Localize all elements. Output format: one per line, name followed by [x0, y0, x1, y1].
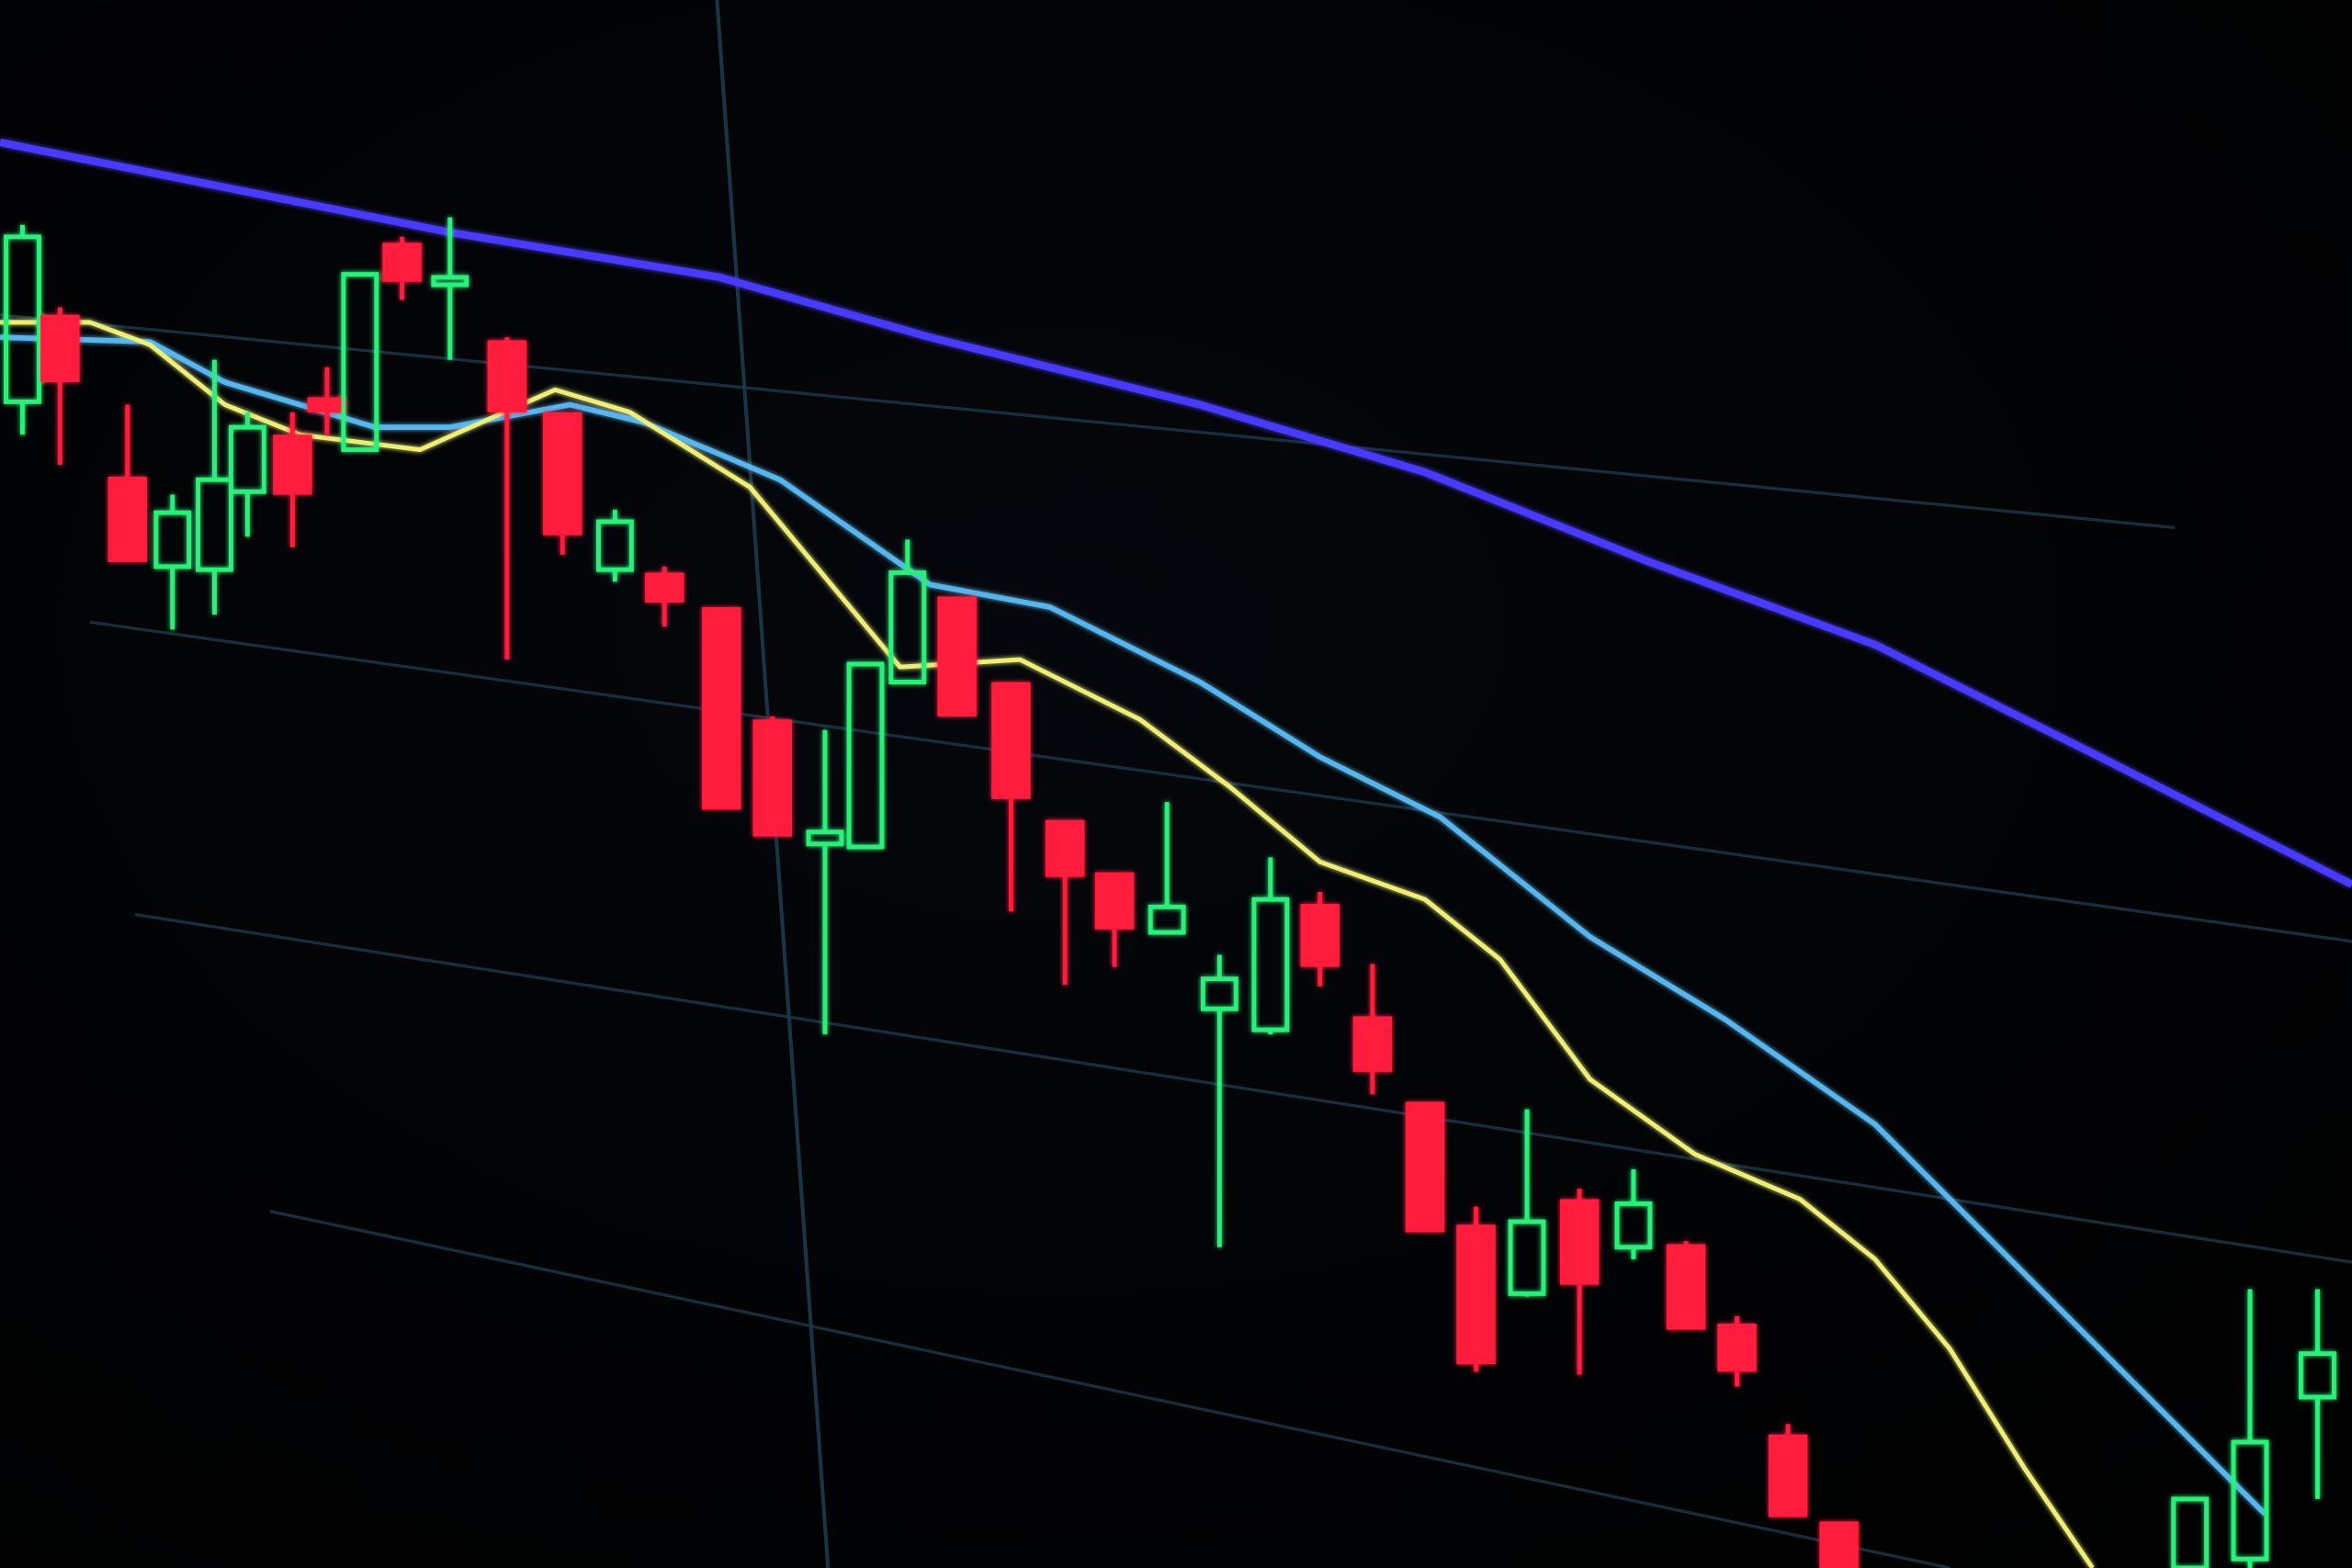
bullish-candle: [196, 359, 233, 615]
candle-body: [40, 314, 80, 383]
bullish-candle: [2231, 1289, 2269, 1568]
bullish-candle: [1508, 1109, 1546, 1297]
candle-body: [487, 340, 527, 412]
candle-body: [2171, 1496, 2210, 1568]
bullish-candle: [153, 494, 192, 630]
bullish-candle: [595, 509, 634, 582]
candle-body: [702, 606, 741, 810]
candle-body: [1045, 819, 1085, 877]
candle-body: [1200, 976, 1238, 1011]
candle-body: [341, 272, 379, 453]
candle-body: [382, 243, 422, 282]
candle-body: [806, 829, 844, 847]
bearish-candle: [1717, 1315, 1757, 1387]
candle-body: [991, 682, 1031, 799]
candle-body: [1405, 1101, 1445, 1233]
candle-body: [543, 412, 582, 536]
candles: [4, 217, 2336, 1568]
bearish-candle: [1819, 1521, 1859, 1568]
fast-average-line: [0, 320, 2095, 1568]
bearish-candle: [1456, 1206, 1496, 1372]
candle-body: [431, 275, 469, 288]
candle-body: [4, 234, 41, 404]
candle-body: [2231, 1439, 2269, 1562]
bullish-candle: [888, 539, 927, 684]
bullish-candle: [2299, 1289, 2336, 1499]
bearish-candle: [1768, 1424, 1808, 1517]
bullish-candle: [1200, 954, 1238, 1247]
bearish-candle: [487, 337, 527, 660]
candle-body: [1666, 1244, 1706, 1330]
bearish-candle: [382, 236, 422, 300]
bearish-candle: [543, 412, 582, 555]
bullish-candle: [1251, 857, 1290, 1035]
bearish-candle: [1045, 819, 1085, 986]
bearish-candle: [1405, 1101, 1445, 1233]
candle-body: [595, 519, 634, 572]
bullish-candle: [4, 224, 41, 435]
bullish-candle: [1148, 802, 1186, 935]
slow-average-line: [0, 139, 2352, 888]
bearish-candle: [273, 412, 312, 547]
candle-body: [752, 719, 793, 837]
bearish-candle: [1666, 1241, 1706, 1330]
bearish-candle: [40, 307, 80, 465]
candle-body: [645, 572, 684, 604]
bearish-candle: [1559, 1189, 1600, 1375]
candle-body: [1559, 1199, 1600, 1285]
bullish-candle: [846, 661, 885, 850]
candle-body: [1300, 904, 1340, 967]
candle-body: [1768, 1434, 1808, 1517]
candle-body: [888, 570, 927, 684]
bearish-candle: [1094, 872, 1135, 967]
candle-body: [1508, 1219, 1546, 1296]
candle-body: [1148, 904, 1186, 935]
bearish-candle: [107, 404, 147, 562]
bullish-candle: [341, 272, 379, 453]
candle-body: [937, 596, 977, 717]
bearish-candle: [702, 606, 741, 810]
bearish-candle: [1352, 964, 1393, 1095]
bearish-candle: [752, 716, 793, 837]
bearish-candle: [645, 566, 684, 627]
candle-body: [1456, 1224, 1496, 1365]
candle-body: [273, 434, 312, 495]
grid-line-horizontal: [269, 1210, 1951, 1568]
bullish-candle: [2171, 1496, 2210, 1568]
bearish-candle: [1300, 891, 1340, 987]
candle-body: [1717, 1323, 1757, 1372]
bearish-candle: [991, 682, 1031, 912]
grid-line-horizontal: [134, 912, 2352, 1264]
candle-body: [1251, 897, 1290, 1032]
candle-body: [228, 424, 266, 494]
candle-body: [846, 661, 885, 850]
bullish-candle: [806, 729, 844, 1035]
candle-body: [196, 477, 233, 572]
grid-line-horizontal: [0, 313, 2176, 530]
candle-body: [1819, 1521, 1859, 1568]
candle-body: [1352, 1016, 1393, 1072]
candle-body: [307, 397, 347, 412]
bullish-candle: [1614, 1168, 1653, 1259]
bullish-candle: [228, 412, 266, 537]
candle-body: [1094, 872, 1135, 930]
bearish-candle: [937, 596, 977, 717]
bullish-candle: [431, 217, 469, 360]
candle-body: [1614, 1201, 1653, 1250]
candle-body: [107, 476, 147, 562]
candle-body: [2299, 1351, 2336, 1400]
bearish-candle: [307, 367, 347, 435]
candle-body: [153, 510, 192, 570]
